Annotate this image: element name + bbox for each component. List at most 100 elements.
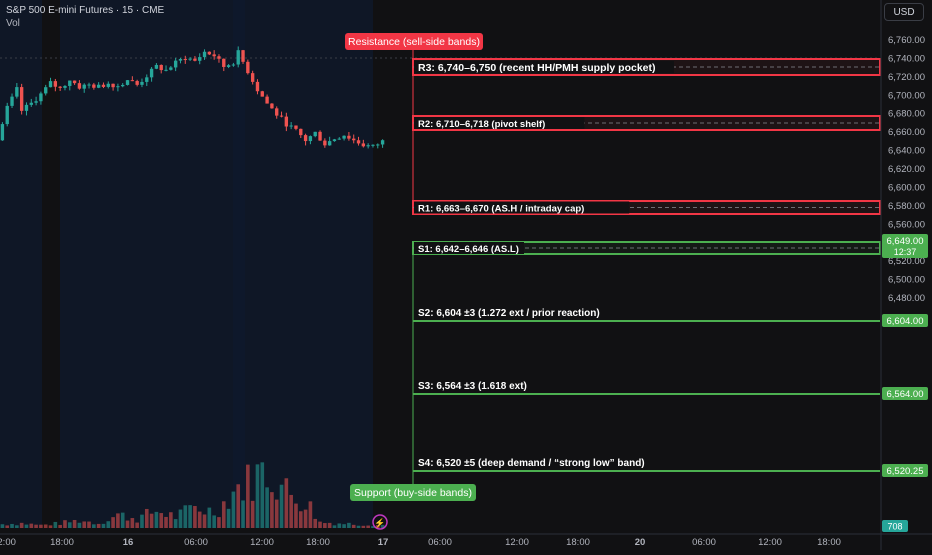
volume-bar [159,513,164,528]
volume-bar [92,524,96,528]
lightning-icon-glyph: ⚡ [374,517,385,529]
volume-bar [106,521,111,528]
candle-body [92,84,96,88]
volume-bar [29,523,34,528]
session-background-0 [0,0,42,528]
candle-body [183,59,187,61]
candle-body [48,81,53,88]
volume-bar [140,514,144,528]
candle-body [116,86,120,88]
volume-bar [193,506,197,528]
volume-bar [144,508,149,528]
volume-bar [53,521,58,528]
volume-bar [226,508,231,528]
candle-body [10,96,14,106]
volume-bar [255,464,260,528]
volume-bar [274,499,279,528]
resistance-label-r3: R3: 6,740–6,750 (recent HH/PMH supply po… [418,62,656,74]
candle-body [270,103,274,109]
candle-body [159,64,163,71]
volume-bar [231,491,236,528]
volume-bar [173,519,178,528]
volume-bar [265,487,269,528]
candle-body [29,102,33,105]
support-label-s3: S3: 6,564 ±3 (1.618 ext) [418,381,527,392]
volume-bar [313,518,318,528]
volume-bar [284,478,289,528]
candle-body [101,84,106,87]
volume-bar [356,525,361,528]
resistance-label-r2: R2: 6,710–6,718 (pivot shelf) [418,119,545,130]
resistance-title-label: Resistance (sell-side bands) [348,36,480,48]
candle-body [212,54,216,57]
volume-bar [327,522,332,528]
volume-bar [260,462,265,528]
volume-bar [10,523,14,528]
volume-bar [241,500,245,528]
projection-area [385,0,880,528]
candle-body [87,84,91,86]
resistance-title-badge[interactable] [345,33,483,50]
volume-bar [361,525,366,528]
candle-body [236,50,240,65]
price-badge-s3[interactable] [882,387,928,400]
candle-body [299,128,303,136]
price-badge-s2[interactable] [882,314,928,327]
candle-body [361,143,366,147]
candle-body [222,58,226,67]
session-background-1 [60,0,245,528]
candle-body [145,77,149,82]
volume-bar [351,524,356,528]
candle-body [193,58,197,61]
candle-body [135,81,139,85]
volume-bar [308,501,313,528]
volume-bar [63,520,67,528]
label-backdrop [414,201,630,214]
volume-bar [34,524,38,528]
volume-bar [72,519,77,528]
y-axis-tick-label: 6,740.00 [888,53,925,64]
candle-body [178,59,183,61]
volume-bar [39,524,43,528]
price-badge-s4[interactable] [882,464,928,477]
bar-countdown-label: 12:37 [894,247,917,257]
candle-body [169,67,173,70]
candle-body [366,145,370,147]
candle-body [19,87,24,111]
y-axis-tick-label: 6,640.00 [888,146,925,157]
candle-body [231,64,236,66]
candle-body [337,138,341,140]
candle-body [308,136,313,142]
label-backdrop [414,117,585,129]
volume-bar [212,515,216,528]
x-axis-tick-label: 12:00 [250,537,274,548]
volume-bar [347,522,351,528]
volume-bar [217,517,221,528]
support-title-badge[interactable] [350,484,476,501]
volume-bar [101,523,106,528]
x-axis-tick-label: 18:00 [50,537,74,548]
currency-button[interactable]: USD [884,3,924,21]
volume-bar [366,525,370,528]
x-axis-tick-label: 06:00 [692,537,716,548]
candle-body [260,91,264,97]
y-axis-tick-label: 6,660.00 [888,127,925,138]
candle-body [380,140,385,145]
y-axis-tick-label: 6,700.00 [888,90,925,101]
candle-body [68,80,72,86]
candle-body [154,64,159,69]
volume-bar [48,525,53,528]
candle-body [207,51,212,55]
x-axis-tick-label: 06:00 [184,537,208,548]
volume-bar [149,513,154,528]
x-axis-tick-label: 06:00 [428,537,452,548]
volume-bar [371,526,375,528]
candle-body [347,135,351,139]
candle-body [130,80,135,82]
volume-indicator-label[interactable]: Vol [6,18,20,29]
current-price-badge[interactable] [882,234,928,258]
lightning-icon[interactable] [372,514,388,530]
y-axis-tick-label: 6,600.00 [888,182,925,193]
